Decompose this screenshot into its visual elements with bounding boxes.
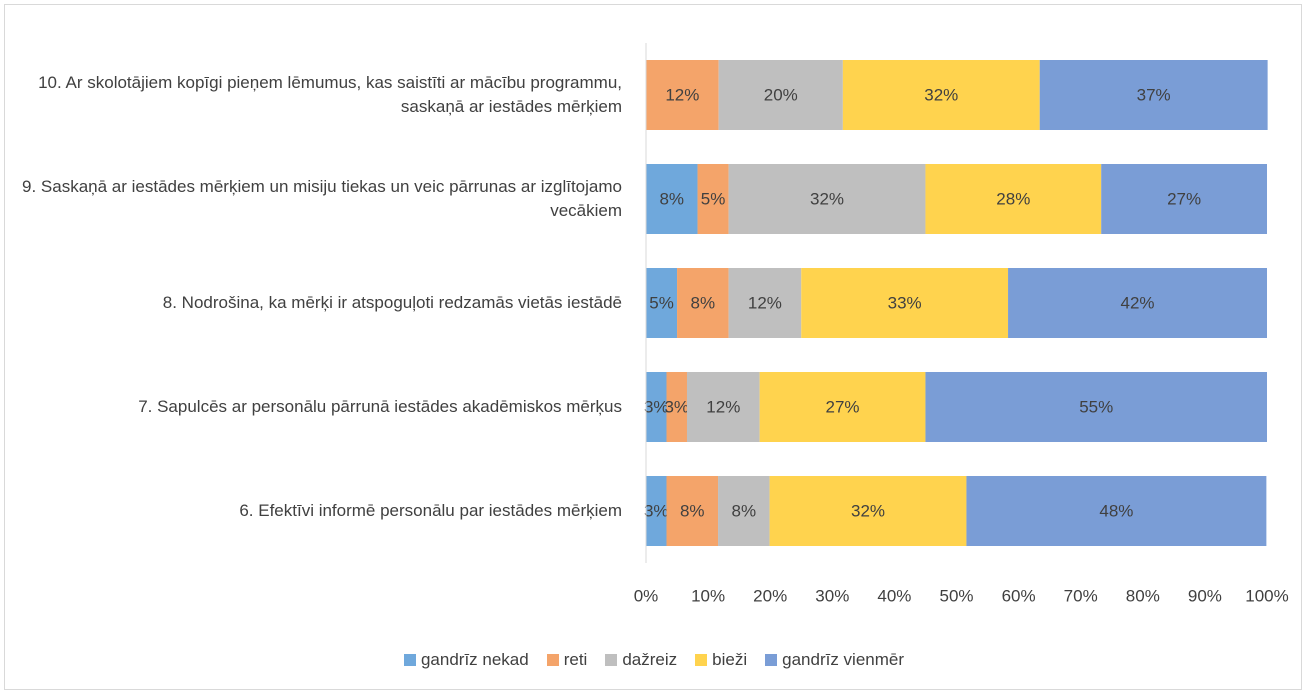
bar-segment <box>666 476 719 546</box>
x-tick-label: 20% <box>753 586 787 605</box>
category-label: 6. Efektīvi informē personālu par iestād… <box>239 501 622 520</box>
bar-segment <box>842 60 1040 130</box>
x-tick-label: 100% <box>1245 586 1288 605</box>
bar-segment <box>728 164 926 234</box>
category-label: 9. Saskaņā ar iestādes mērķiem un misiju… <box>22 177 622 220</box>
bar-segment <box>646 372 667 442</box>
bar-segment <box>1008 268 1267 338</box>
legend-item: reti <box>546 650 588 670</box>
data-label: 8% <box>659 189 684 208</box>
x-tick-label: 50% <box>939 586 973 605</box>
legend-label: gandrīz vienmēr <box>782 650 905 669</box>
category-label: 10. Ar skolotājiem kopīgi pieņem lēmumus… <box>38 73 622 116</box>
category-label: 7. Sapulcēs ar personālu pārrunā iestāde… <box>138 397 622 416</box>
category-label: 8. Nodrošina, ka mērķi ir atspoguļoti re… <box>162 293 622 312</box>
data-label: 33% <box>888 293 922 312</box>
bar-segment <box>718 60 843 130</box>
bar-segment <box>801 268 1009 338</box>
legend-item: dažreiz <box>605 650 677 670</box>
bar-segment <box>718 476 770 546</box>
data-label: 27% <box>1167 189 1201 208</box>
bar-segment <box>759 372 926 442</box>
data-label: 12% <box>665 85 699 104</box>
data-label: 27% <box>826 397 860 416</box>
bar-segment <box>646 60 719 130</box>
data-label: 8% <box>691 293 716 312</box>
chart-frame <box>4 4 1302 690</box>
bar-segment <box>646 476 667 546</box>
legend-swatch <box>403 654 416 666</box>
data-label: 32% <box>924 85 958 104</box>
x-tick-label: 90% <box>1188 586 1222 605</box>
legend-swatch <box>546 654 559 666</box>
data-label: 12% <box>706 397 740 416</box>
data-label: 3% <box>664 397 689 416</box>
legend-label: dažreiz <box>622 650 678 669</box>
data-label: 32% <box>810 189 844 208</box>
legend-item: gandrīz nekad <box>403 650 529 670</box>
legend: gandrīz nekad reti dažreiz bieži gandrīz vie… <box>0 650 1308 670</box>
x-tick-label: 30% <box>815 586 849 605</box>
data-label: 3% <box>644 397 669 416</box>
data-label: 3% <box>644 501 669 520</box>
bar-segment <box>1101 164 1267 234</box>
bar-segment <box>646 164 698 234</box>
data-label: 5% <box>649 293 674 312</box>
data-label: 8% <box>680 501 705 520</box>
data-label: 55% <box>1079 397 1113 416</box>
x-tick-label: 80% <box>1126 586 1160 605</box>
data-label: 5% <box>701 189 726 208</box>
bar-segment <box>769 476 967 546</box>
bar-segment <box>728 268 802 338</box>
bar-segment <box>677 268 729 338</box>
legend-label: reti <box>563 650 588 669</box>
bar-segment <box>925 164 1102 234</box>
legend-item: bieži <box>695 650 747 670</box>
x-tick-label: 0% <box>634 586 659 605</box>
legend-label: bieži <box>712 650 748 669</box>
bar-segment <box>966 476 1267 546</box>
data-label: 37% <box>1137 85 1171 104</box>
x-tick-label: 10% <box>691 586 725 605</box>
legend-swatch <box>695 654 708 666</box>
bar-segment <box>666 372 687 442</box>
bar-segment <box>697 164 729 234</box>
bar-segment <box>1039 60 1268 130</box>
legend-item: gandrīz vienmēr <box>765 650 904 670</box>
bar-segment <box>686 372 760 442</box>
data-label: 42% <box>1121 293 1155 312</box>
data-label: 8% <box>732 501 757 520</box>
legend-swatch <box>605 654 618 666</box>
data-label: 32% <box>851 501 885 520</box>
legend-swatch <box>765 654 778 666</box>
x-tick-label: 70% <box>1064 586 1098 605</box>
legend-label: gandrīz nekad <box>420 650 529 669</box>
x-tick-label: 40% <box>877 586 911 605</box>
bar-segment <box>925 372 1267 442</box>
data-label: 12% <box>748 293 782 312</box>
data-label: 28% <box>996 189 1030 208</box>
data-label: 48% <box>1099 501 1133 520</box>
data-label: 20% <box>764 85 798 104</box>
x-tick-label: 60% <box>1002 586 1036 605</box>
bar-segment <box>646 268 678 338</box>
